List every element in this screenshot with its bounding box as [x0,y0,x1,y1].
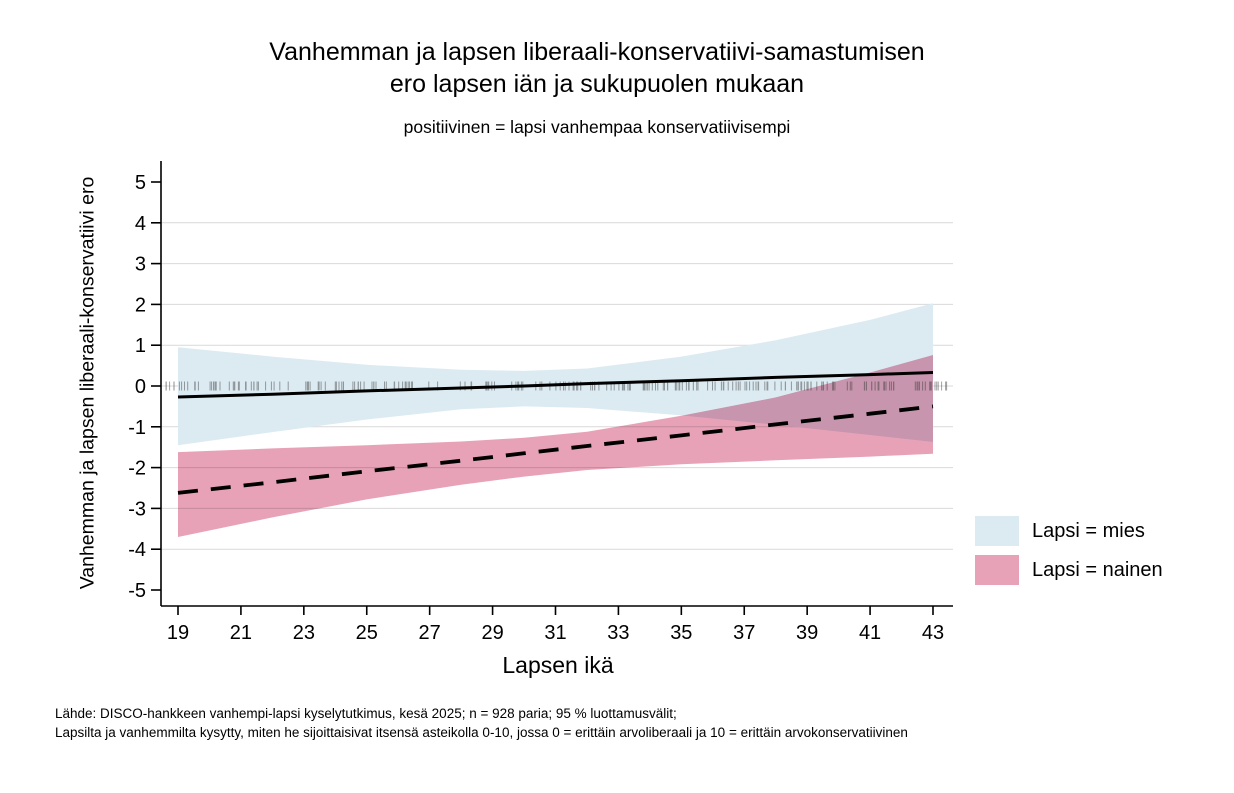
ci-band-nainen [178,355,933,537]
legend-label-nainen: Lapsi = nainen [1032,558,1163,581]
x-tick-label: 41 [859,622,881,644]
x-axis-title: Lapsen ikä [502,652,614,678]
x-tick-label: 33 [607,622,629,644]
y-tick-label: 2 [135,294,146,316]
x-tick-label: 31 [544,622,566,644]
y-tick-label: 0 [135,376,146,398]
y-tick-label: -4 [128,539,146,561]
note-line-1: Lähde: DISCO-hankkeen vanhempi-lapsi kys… [55,706,677,721]
source-notes: Lähde: DISCO-hankkeen vanhempi-lapsi kys… [55,705,908,742]
y-tick-label: -1 [128,417,146,439]
y-axis-title: Vanhemman ja lapsen liberaali-konservati… [76,176,99,590]
y-tick-label: -3 [128,498,146,520]
x-tick-label: 37 [733,622,755,644]
note-line-2: Lapsilta ja vanhemmilta kysytty, miten h… [55,724,908,740]
legend-item-nainen: Lapsi = nainen [975,555,1163,585]
x-tick-label: 23 [293,622,315,644]
x-tick-label: 43 [922,622,944,644]
line-mies [177,371,934,399]
chart-title-line2: ero lapsen iän ja sukupuolen mukaan [389,70,805,98]
x-tick-label: 21 [230,622,252,644]
legend: Lapsi = mies Lapsi = nainen [975,516,1163,594]
x-tick-label: 19 [167,622,189,644]
legend-item-mies: Lapsi = mies [975,516,1163,546]
chart-title-line1: Vanhemman ja lapsen liberaali-konservati… [269,38,925,66]
y-tick-label: -5 [128,580,146,602]
rug-marks [165,381,948,391]
chart-title: Vanhemman ja lapsen liberaali-konservati… [0,36,1194,100]
y-tick-label: 3 [135,254,146,276]
y-tick-label: 5 [135,172,146,194]
chart-subtitle: positiivinen = lapsi vanhempaa konservat… [403,117,791,137]
x-tick-label: 39 [796,622,818,644]
legend-label-mies: Lapsi = mies [1032,519,1145,542]
x-tick-label: 29 [481,622,503,644]
y-tick-label: -2 [128,458,146,480]
legend-swatch-mies [975,516,1019,546]
x-tick-label: 25 [356,622,378,644]
x-tick-label: 27 [419,622,441,644]
legend-swatch-nainen [975,555,1019,585]
y-tick-label: 4 [135,213,146,235]
x-tick-label: 35 [670,622,692,644]
line-nainen [177,404,934,495]
y-tick-label: 1 [135,335,146,357]
